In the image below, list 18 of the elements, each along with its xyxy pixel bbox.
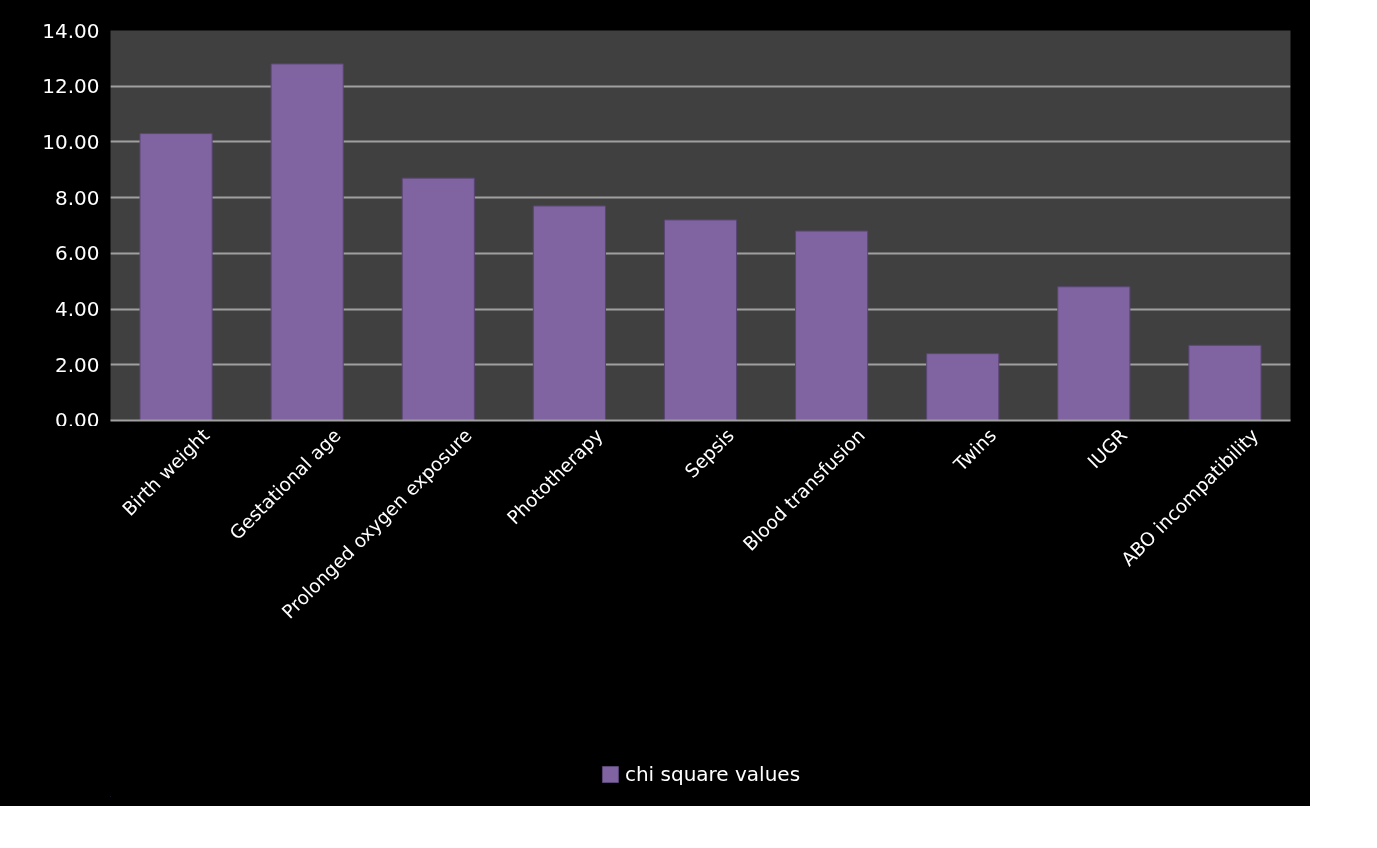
y-tick-label: 4.00 xyxy=(54,297,100,322)
y-tick-label: 6.00 xyxy=(54,241,100,266)
bar xyxy=(663,219,738,421)
bar xyxy=(1188,344,1262,421)
bar xyxy=(795,230,869,421)
bar xyxy=(1057,286,1131,421)
y-tick-label: 10.00 xyxy=(42,129,100,154)
y-tick-label: 8.00 xyxy=(54,185,100,210)
y-tick-label: 14.00 xyxy=(42,18,100,43)
bar xyxy=(926,353,1000,421)
y-tick-label: 12.00 xyxy=(42,74,100,99)
legend-label: chi square values xyxy=(624,762,801,786)
bar xyxy=(270,63,344,421)
y-tick-label: 0.00 xyxy=(54,407,100,432)
bar xyxy=(532,205,606,421)
y-tick-label: 2.00 xyxy=(54,352,100,377)
bar xyxy=(139,133,213,421)
bar xyxy=(401,177,475,421)
